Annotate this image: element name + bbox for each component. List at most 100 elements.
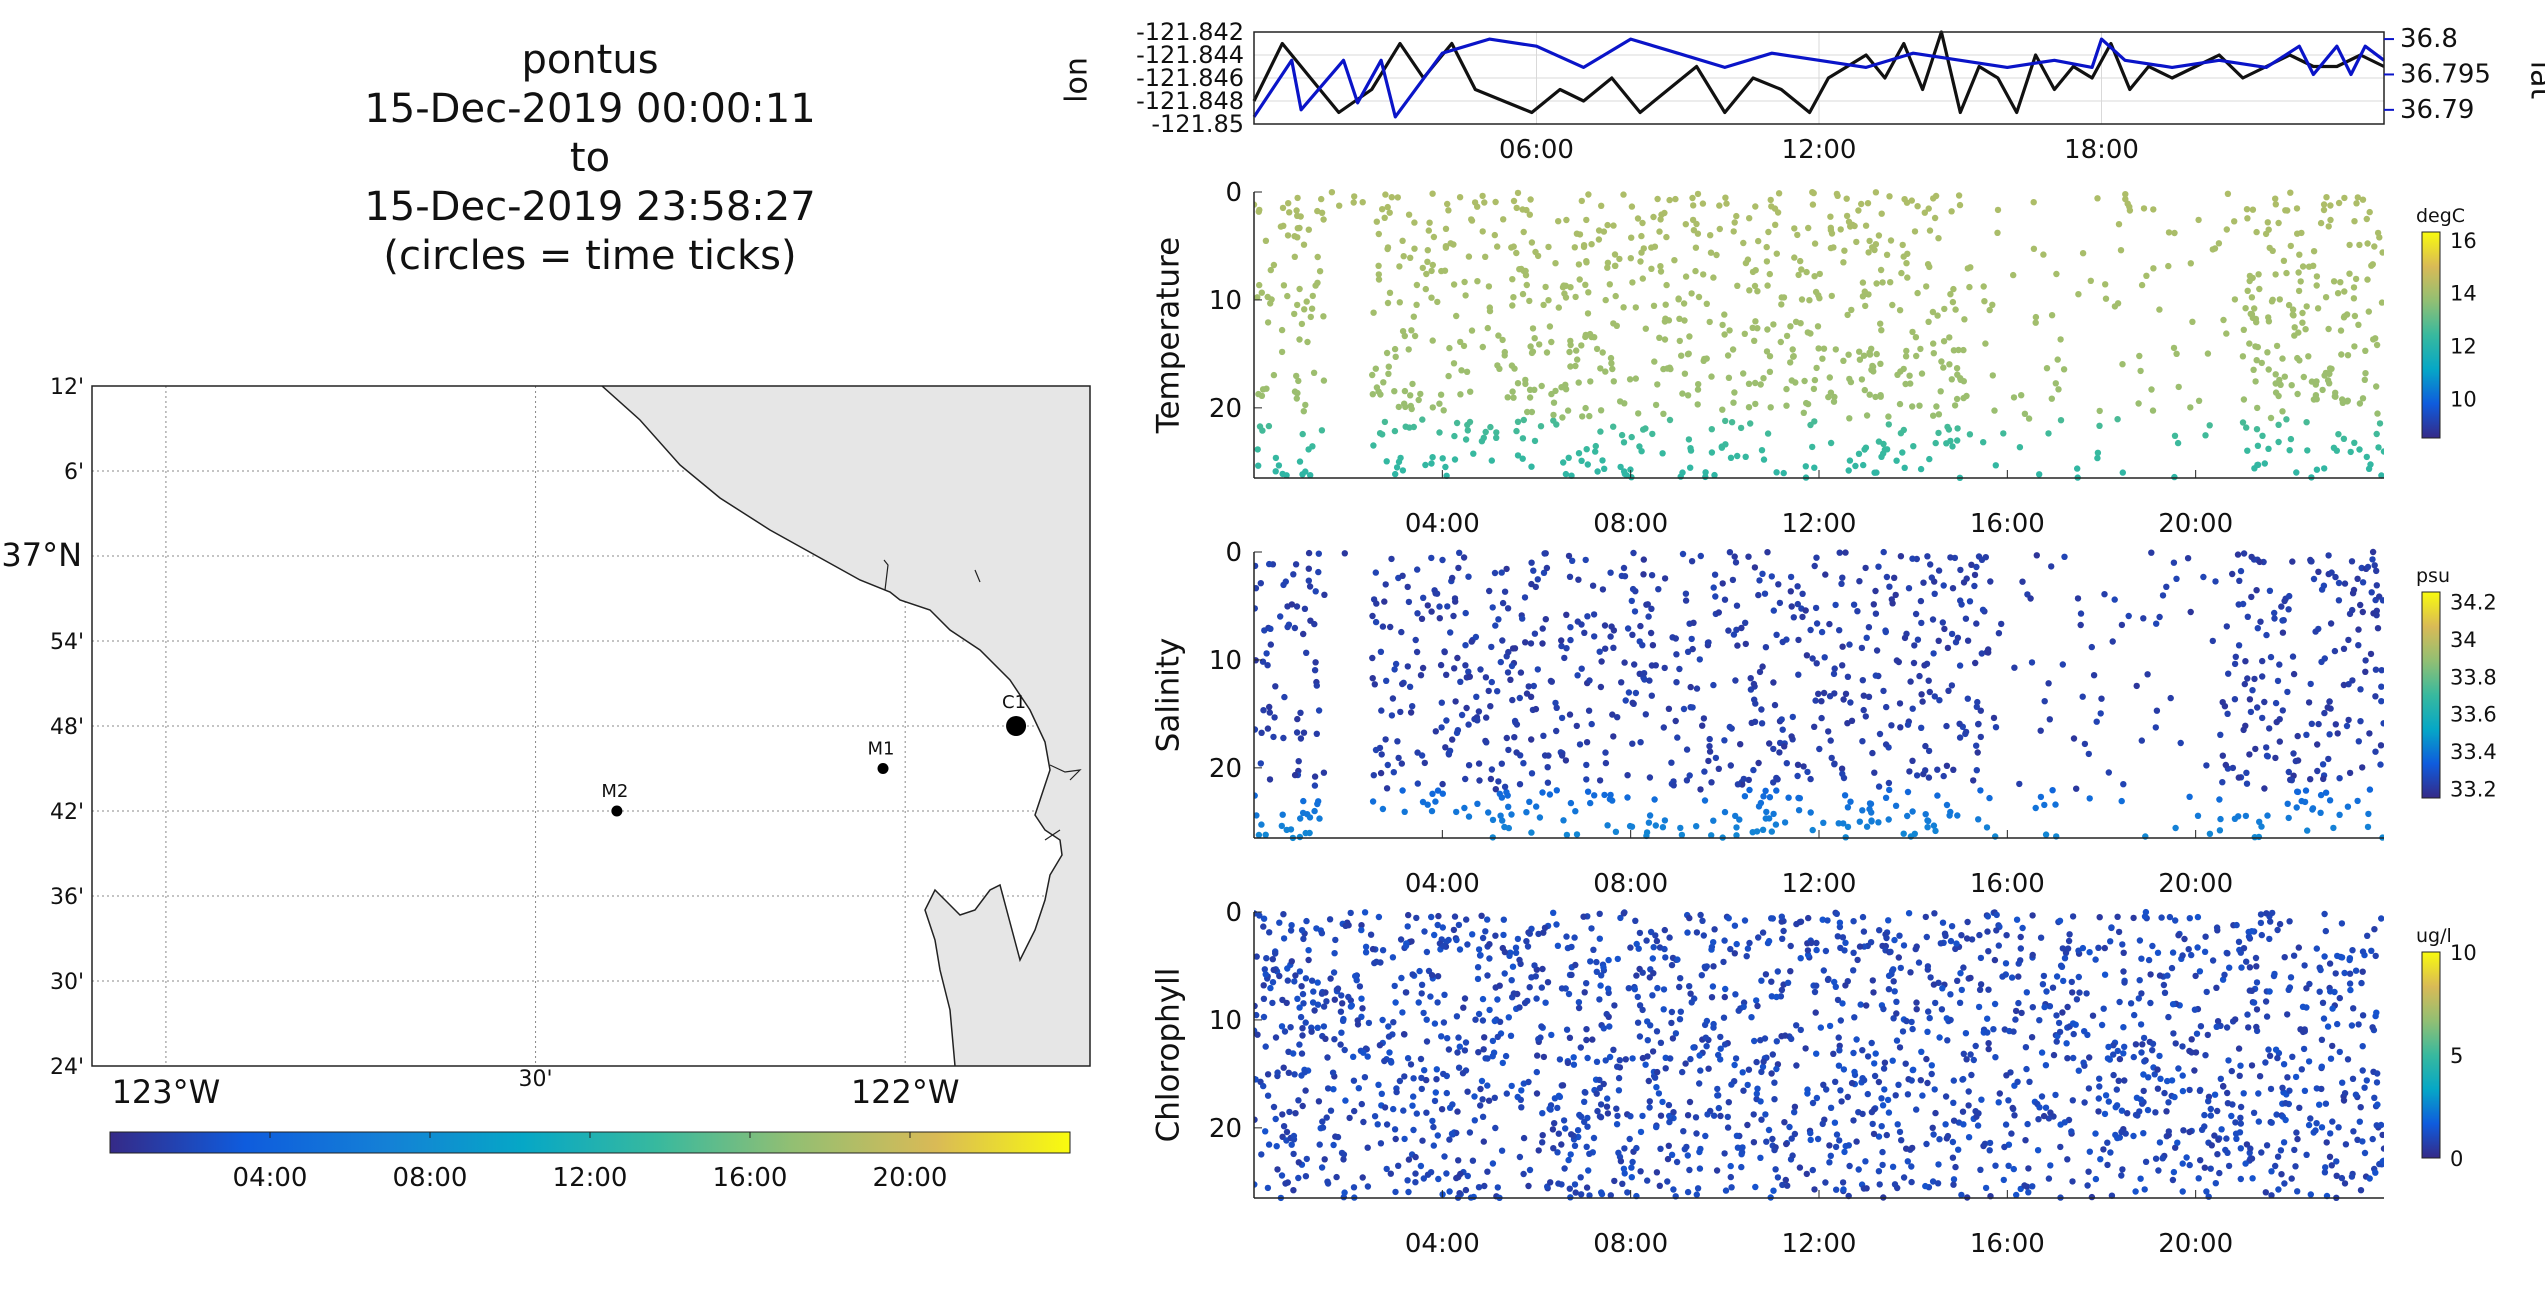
- profile-points: [1252, 549, 2387, 841]
- profile-point: [2241, 550, 2247, 556]
- profile-point: [2063, 1040, 2069, 1046]
- profile-point: [2281, 1180, 2287, 1186]
- profile-point: [1393, 1089, 1399, 1095]
- profile-point: [2161, 982, 2167, 988]
- profile-point: [1455, 565, 1461, 571]
- profile-point: [1366, 1020, 1372, 1026]
- profile-point: [2038, 728, 2044, 734]
- profile-point: [1883, 935, 1889, 941]
- profile-point: [2224, 950, 2230, 956]
- profile-point: [1627, 1113, 1633, 1119]
- profile-point: [1527, 931, 1533, 937]
- profile-point: [1539, 966, 1545, 972]
- profile-point: [1651, 944, 1657, 950]
- profile-point: [2146, 957, 2152, 963]
- profile-point: [1840, 934, 1846, 940]
- profile-point: [2188, 260, 2194, 266]
- profile-point: [1932, 215, 1938, 221]
- profile-point: [1290, 1050, 1296, 1056]
- profile-point: [2366, 730, 2372, 736]
- profile-point: [1385, 371, 1391, 377]
- profile-point: [1810, 201, 1816, 207]
- profile-point: [2000, 430, 2006, 436]
- profile-point: [2284, 689, 2290, 695]
- profile-point: [1759, 447, 1765, 453]
- profile-point: [2233, 654, 2239, 660]
- profile-point: [1428, 295, 1434, 301]
- profile-point: [1845, 804, 1851, 810]
- profile-point: [2087, 795, 2093, 801]
- profile-point: [1597, 982, 1603, 988]
- profile-point: [1860, 293, 1866, 299]
- profile-point: [1428, 1169, 1434, 1175]
- profile-point: [1296, 286, 1302, 292]
- profile-point: [2095, 1108, 2101, 1114]
- profile-point: [1690, 1044, 1696, 1050]
- profile-point: [1746, 381, 1752, 387]
- profile-point: [1802, 1045, 1808, 1051]
- profile-point: [1688, 684, 1694, 690]
- profile-point: [1463, 1187, 1469, 1193]
- profile-point: [1284, 293, 1290, 299]
- profile-point: [2120, 1024, 2126, 1030]
- profile-point: [1697, 656, 1703, 662]
- profile-point: [2114, 416, 2120, 422]
- profile-point: [2156, 1053, 2162, 1059]
- profile-point: [1695, 386, 1701, 392]
- profile-point: [1685, 649, 1691, 655]
- profile-point: [2216, 1170, 2222, 1176]
- profile-point: [1618, 1158, 1624, 1164]
- profile-point: [2281, 1061, 2287, 1067]
- profile-point: [1773, 787, 1779, 793]
- profile-point: [1654, 938, 1660, 944]
- profile-point: [1318, 196, 1324, 202]
- profile-point: [2284, 1011, 2290, 1017]
- profile-point: [1419, 1138, 1425, 1144]
- colorbar: [2422, 952, 2440, 1158]
- profile-point: [1513, 250, 1519, 256]
- profile-point: [1904, 813, 1910, 819]
- profile-point: [2070, 1055, 2076, 1061]
- profile-point: [1400, 1107, 1406, 1113]
- profile-point: [1491, 1050, 1497, 1056]
- lon-tick-label: 123°W: [112, 1073, 221, 1111]
- profile-point: [2160, 1155, 2166, 1161]
- profile-point: [2378, 742, 2384, 748]
- profile-point: [1771, 1147, 1777, 1153]
- profile-point: [2325, 756, 2331, 762]
- profile-point: [1387, 290, 1393, 296]
- profile-point: [2354, 798, 2360, 804]
- profile-point: [2033, 320, 2039, 326]
- profile-point: [2255, 443, 2261, 449]
- profile-point: [1943, 1093, 1949, 1099]
- profile-point: [1548, 1032, 1554, 1038]
- profile-point: [1637, 739, 1643, 745]
- profile-point: [1429, 972, 1435, 978]
- profile-point: [2150, 1041, 2156, 1047]
- profile-point: [1583, 557, 1589, 563]
- profile-point: [2119, 798, 2125, 804]
- profile-point: [1673, 651, 1679, 657]
- profile-point: [2255, 344, 2261, 350]
- profile-point: [1883, 704, 1889, 710]
- profile-point: [1687, 1056, 1693, 1062]
- profile-point: [1545, 764, 1551, 770]
- profile-point: [1499, 337, 1505, 343]
- profile-point: [1803, 400, 1809, 406]
- profile-point: [1388, 1171, 1394, 1177]
- profile-point: [2366, 466, 2372, 472]
- profile-point: [1461, 805, 1467, 811]
- profile-point: [1380, 623, 1386, 629]
- profile-point: [2262, 460, 2268, 466]
- profile-point: [1686, 915, 1692, 921]
- profile-point: [1484, 1082, 1490, 1088]
- profile-point: [1259, 427, 1265, 433]
- profile-point: [1279, 327, 1285, 333]
- profile-point: [2185, 555, 2191, 561]
- profile-point: [2367, 786, 2373, 792]
- profile-point: [1627, 823, 1633, 829]
- profile-point: [1610, 1047, 1616, 1053]
- profile-point: [2043, 988, 2049, 994]
- profile-point: [2247, 964, 2253, 970]
- profile-point: [2373, 568, 2379, 574]
